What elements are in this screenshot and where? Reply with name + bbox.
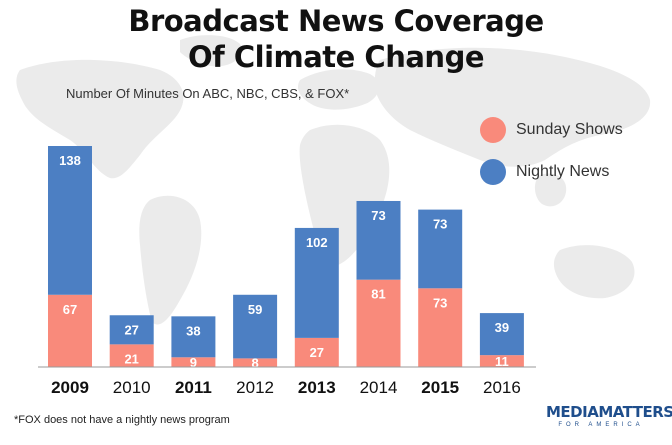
data-label-nightly-news-2009: 138	[59, 153, 81, 168]
bar-nightly-news-2012	[233, 294, 278, 359]
data-label-sunday-shows-2015: 73	[433, 295, 447, 310]
x-tick-label-2014: 2014	[360, 378, 398, 397]
data-label-nightly-news-2013: 102	[306, 235, 328, 250]
x-tick-label-2010: 2010	[113, 378, 151, 397]
x-tick-label-2012: 2012	[236, 378, 274, 397]
x-tick-label-2009: 2009	[51, 378, 89, 397]
x-tick-label-2016: 2016	[483, 378, 521, 397]
data-label-sunday-shows-2009: 67	[63, 302, 77, 317]
data-label-sunday-shows-2013: 27	[310, 345, 324, 360]
logo-wordmark: MEDIAMATTERS	[546, 403, 672, 421]
bar-sunday-shows-2011	[171, 357, 216, 367]
bar-sunday-shows-2013	[294, 337, 339, 367]
data-label-nightly-news-2011: 38	[186, 323, 200, 338]
data-label-sunday-shows-2010: 21	[124, 351, 138, 366]
chart-title-line-1: Broadcast News Coverage	[128, 4, 544, 38]
media-matters-logo: MEDIAMATTERS FOR AMERICA	[546, 403, 672, 429]
data-label-nightly-news-2015: 73	[433, 217, 447, 232]
data-label-nightly-news-2016: 39	[495, 320, 509, 335]
footnote: *FOX does not have a nightly news progra…	[14, 414, 230, 426]
legend-item-sunday-shows: Sunday Shows	[480, 116, 623, 144]
legend-swatch-sunday-shows	[480, 117, 506, 143]
bar-nightly-news-2015	[418, 209, 463, 289]
chart-title-line-2: Of Climate Change	[187, 40, 485, 74]
bar-nightly-news-2014	[356, 200, 401, 280]
data-label-sunday-shows-2011: 9	[190, 355, 197, 370]
logo-tagline: FOR AMERICA	[558, 422, 644, 428]
bar-nightly-news-2011	[171, 316, 216, 358]
bar-nightly-news-2016	[479, 313, 524, 356]
x-tick-label-2013: 2013	[298, 378, 336, 397]
data-label-sunday-shows-2012: 8	[251, 356, 258, 371]
legend-label-sunday-shows: Sunday Shows	[516, 121, 623, 138]
legend-swatch-nightly-news	[480, 159, 506, 185]
data-label-nightly-news-2014: 73	[371, 208, 385, 223]
bar-sunday-shows-2012	[233, 358, 278, 367]
x-tick-label-2015: 2015	[421, 378, 459, 397]
bar-sunday-shows-2010	[109, 344, 154, 367]
chart-subtitle: Number Of Minutes On ABC, NBC, CBS, & FO…	[66, 86, 350, 101]
data-label-sunday-shows-2016: 11	[495, 354, 509, 369]
data-label-nightly-news-2012: 59	[248, 302, 262, 317]
legend-item-nightly-news: Nightly News	[480, 158, 609, 186]
bar-nightly-news-2009	[48, 146, 92, 295]
bar-sunday-shows-2015	[418, 288, 463, 367]
data-label-nightly-news-2010: 27	[124, 322, 138, 337]
x-tick-label-2011: 2011	[175, 378, 212, 397]
data-label-sunday-shows-2014: 81	[371, 287, 385, 302]
legend-label-nightly-news: Nightly News	[516, 163, 610, 180]
bar-sunday-shows-2016	[479, 355, 524, 367]
bar-sunday-shows-2009	[48, 294, 92, 367]
bar-nightly-news-2013	[294, 227, 339, 338]
bar-nightly-news-2010	[109, 315, 154, 345]
bar-sunday-shows-2014	[356, 279, 401, 367]
